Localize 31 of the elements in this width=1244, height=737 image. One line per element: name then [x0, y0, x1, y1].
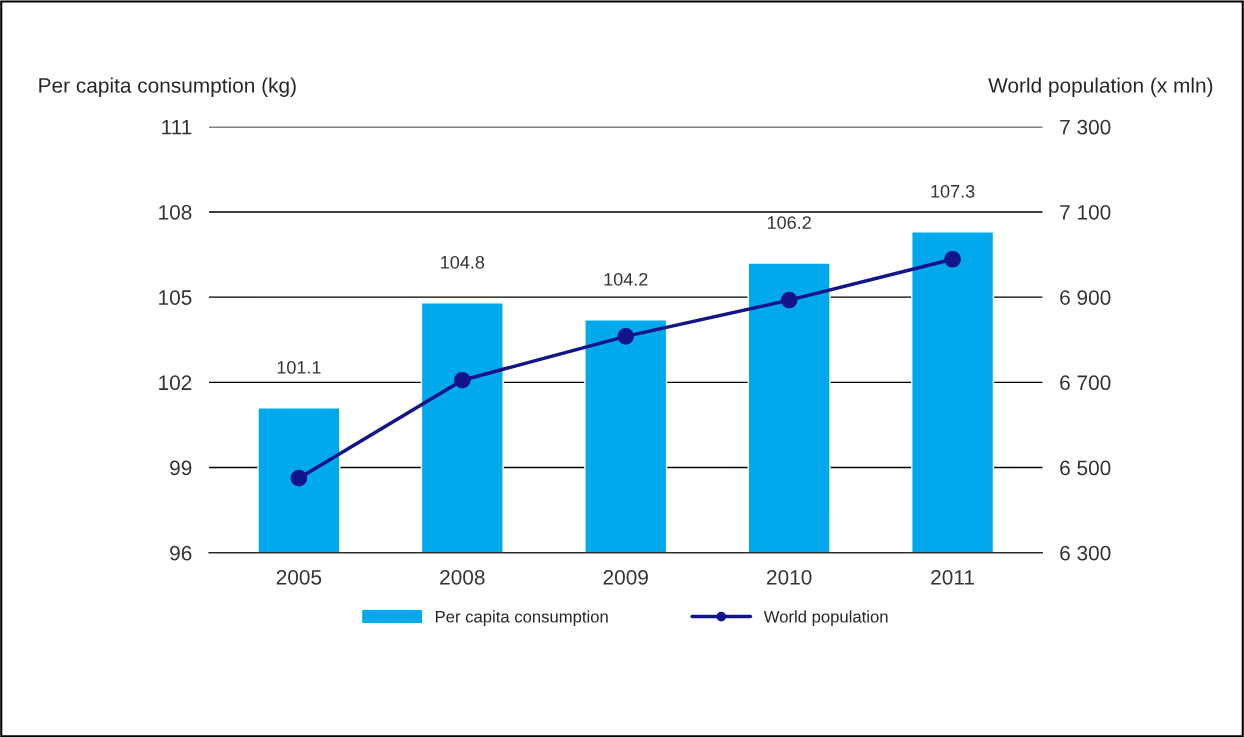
- y2-tick-label: 7 100: [1060, 204, 1111, 220]
- x-tick-label: 2005: [276, 569, 322, 585]
- data-label: 107.3: [931, 184, 975, 198]
- point: [453, 371, 471, 389]
- x-tick-label: 2009: [603, 569, 648, 585]
- y-tick-label: 105: [159, 290, 192, 305]
- data-label: 106.2: [767, 216, 811, 229]
- y-tick-label: 99: [170, 460, 192, 476]
- y-tick-label: 102: [159, 375, 192, 391]
- data-label: 104.2: [604, 272, 648, 286]
- y2-tick-label: 6 300: [1060, 545, 1111, 561]
- y2-axis-title: World population (x mln): [988, 77, 1213, 97]
- point: [944, 250, 961, 268]
- y2-tick-label: 6 700: [1060, 375, 1111, 391]
- point: [780, 291, 798, 309]
- data-label: 104.8: [441, 255, 485, 269]
- x-tick-label: 2011: [931, 569, 974, 585]
- x-tick-label: 2008: [440, 569, 485, 585]
- y2-tick-label: 6 900: [1060, 290, 1111, 305]
- legend-label: World population: [763, 610, 888, 626]
- legend-label: Per capita consumption: [435, 610, 608, 626]
- y-tick-label: 108: [159, 204, 192, 220]
- point: [617, 328, 635, 345]
- data-label: 101.1: [277, 361, 321, 374]
- y-tick-label: 96: [170, 545, 192, 561]
- x-tick-label: 2010: [767, 569, 812, 585]
- point: [290, 469, 308, 487]
- y-tick-label: 111: [162, 119, 192, 135]
- y-axis-title: Per capita consumption (kg): [39, 77, 296, 97]
- y2-tick-label: 7 300: [1060, 119, 1111, 135]
- y2-tick-label: 6 500: [1060, 460, 1111, 476]
